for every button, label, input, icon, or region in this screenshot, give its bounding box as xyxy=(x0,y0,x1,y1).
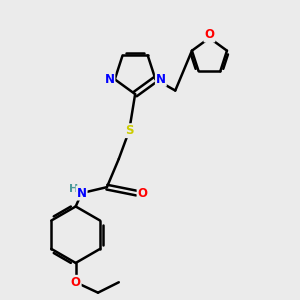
Text: O: O xyxy=(204,28,214,41)
Text: N: N xyxy=(104,73,114,86)
Text: H: H xyxy=(69,184,78,194)
Text: O: O xyxy=(138,187,148,200)
Text: O: O xyxy=(71,276,81,289)
Text: N: N xyxy=(76,187,87,200)
Text: N: N xyxy=(156,73,166,86)
Text: S: S xyxy=(125,124,134,137)
